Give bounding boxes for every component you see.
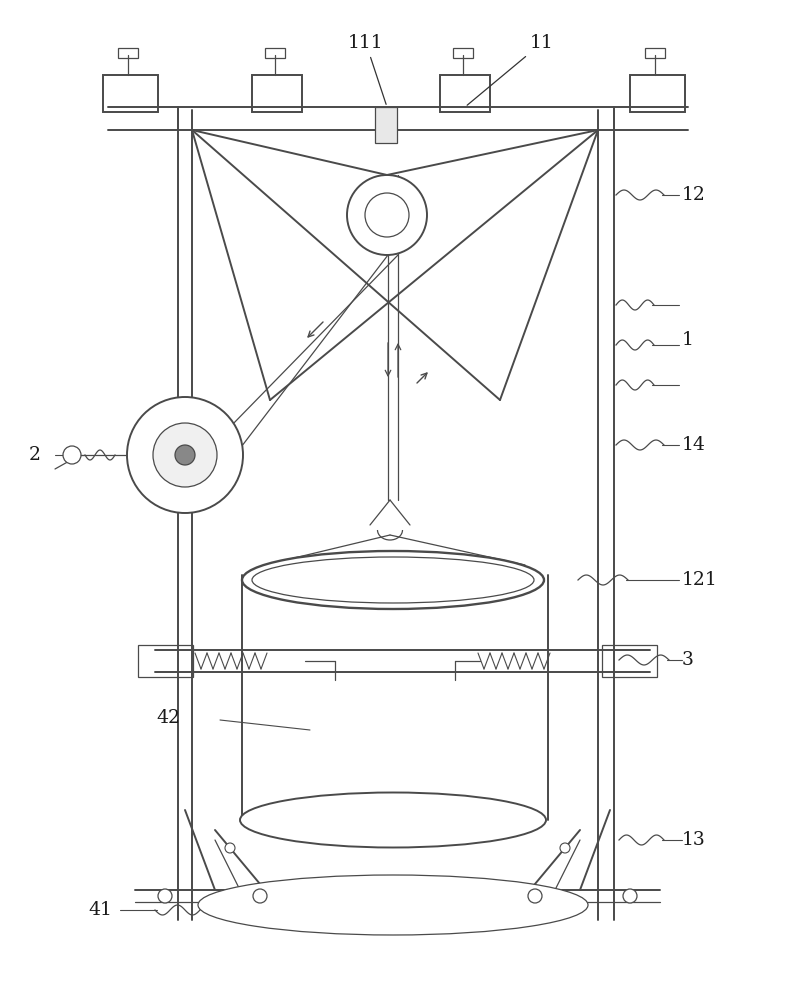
Ellipse shape bbox=[242, 551, 544, 609]
Text: 3: 3 bbox=[682, 651, 694, 669]
Circle shape bbox=[175, 445, 195, 465]
Circle shape bbox=[63, 446, 81, 464]
Text: 111: 111 bbox=[348, 34, 386, 104]
Circle shape bbox=[560, 843, 570, 853]
Circle shape bbox=[347, 175, 427, 255]
Text: 121: 121 bbox=[682, 571, 718, 589]
Text: 41: 41 bbox=[88, 901, 112, 919]
Bar bbox=[602, 645, 657, 677]
Text: 11: 11 bbox=[467, 34, 554, 105]
Circle shape bbox=[153, 423, 217, 487]
Circle shape bbox=[365, 193, 409, 237]
Ellipse shape bbox=[240, 792, 546, 848]
Circle shape bbox=[623, 889, 637, 903]
Bar bbox=[118, 48, 138, 58]
Circle shape bbox=[127, 397, 243, 513]
Circle shape bbox=[253, 889, 267, 903]
Text: 1: 1 bbox=[682, 331, 694, 349]
Circle shape bbox=[225, 843, 235, 853]
Ellipse shape bbox=[198, 875, 588, 935]
Bar bbox=[265, 48, 285, 58]
Bar bbox=[453, 48, 473, 58]
Bar bbox=[103, 75, 158, 112]
Bar bbox=[645, 48, 665, 58]
Circle shape bbox=[158, 889, 172, 903]
Circle shape bbox=[528, 889, 542, 903]
Bar bbox=[375, 107, 397, 143]
Text: 2: 2 bbox=[29, 446, 41, 464]
Bar bbox=[252, 75, 302, 112]
Text: 12: 12 bbox=[682, 186, 706, 204]
Text: 13: 13 bbox=[682, 831, 706, 849]
Text: 42: 42 bbox=[156, 709, 180, 727]
Text: 14: 14 bbox=[682, 436, 706, 454]
Bar bbox=[630, 75, 685, 112]
Bar bbox=[138, 645, 193, 677]
Bar bbox=[440, 75, 490, 112]
Ellipse shape bbox=[252, 557, 534, 603]
